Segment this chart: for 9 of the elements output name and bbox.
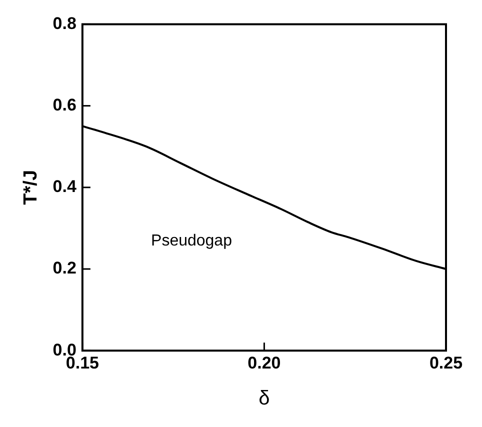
y-tick-label: 0.2 [52,258,76,278]
x-tick-label: 0.25 [429,353,463,372]
x-axis-title: δ [258,388,270,410]
y-tick-label: 0.4 [52,177,77,196]
y-tick-label: 0.6 [52,95,76,114]
y-axis-title: T*/J [20,170,42,205]
annotation: Pseudogap [151,232,232,250]
x-tick-label: 0.20 [248,353,281,372]
y-tick-label: 0.8 [52,14,76,33]
